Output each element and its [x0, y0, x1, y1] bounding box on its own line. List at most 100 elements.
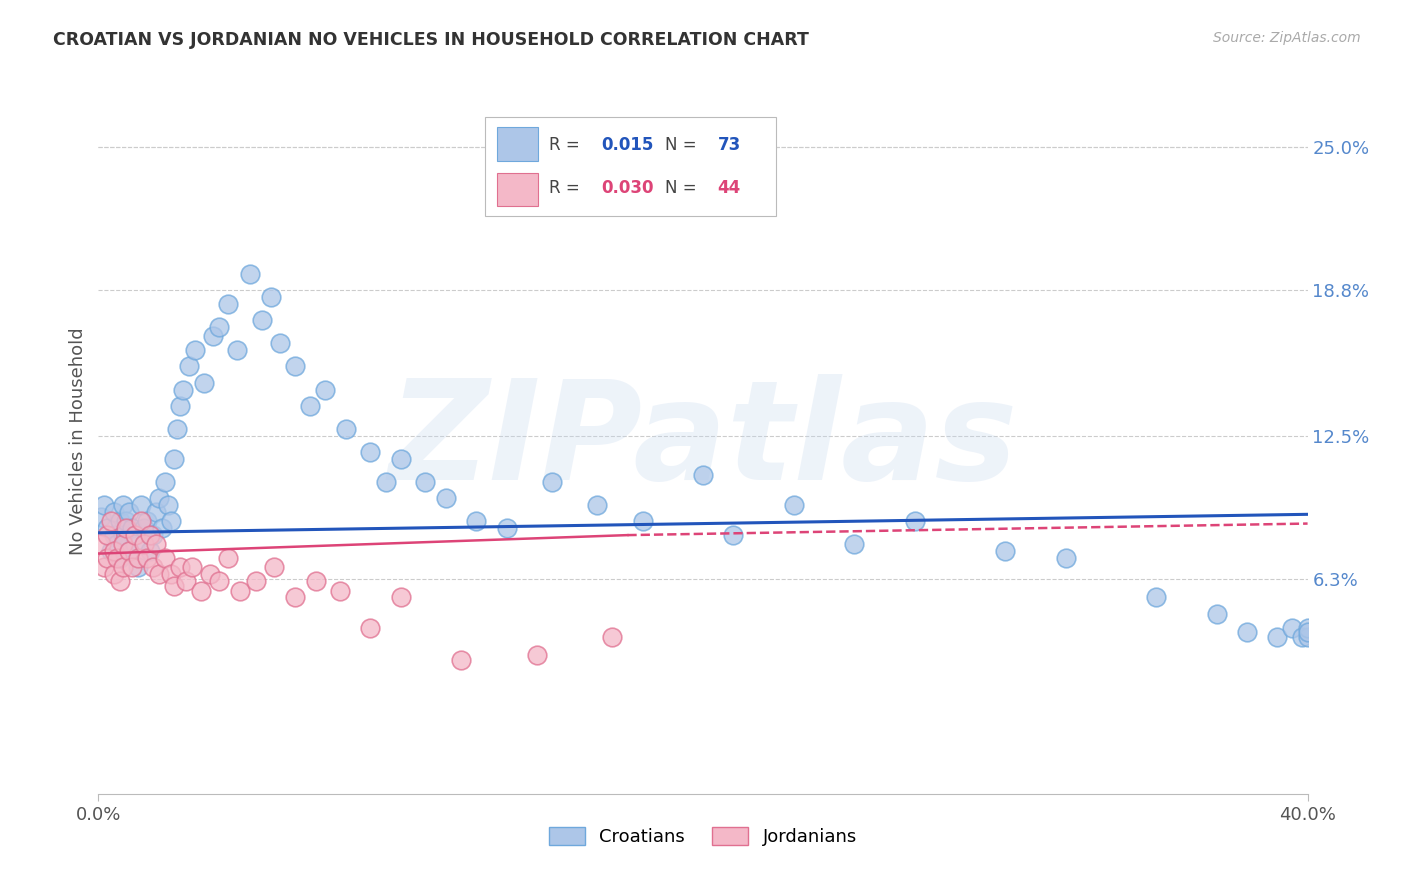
Point — [263, 560, 285, 574]
Point — [100, 514, 122, 528]
Point — [93, 498, 115, 512]
Text: Source: ZipAtlas.com: Source: ZipAtlas.com — [1213, 31, 1361, 45]
Point — [994, 544, 1017, 558]
Point — [335, 422, 357, 436]
Point — [118, 505, 141, 519]
Point — [299, 399, 322, 413]
Point — [1206, 607, 1229, 621]
Point — [631, 514, 654, 528]
Point — [111, 560, 134, 574]
Point — [121, 521, 143, 535]
Point — [389, 451, 412, 466]
Point — [90, 509, 112, 524]
Point — [217, 551, 239, 566]
Point — [245, 574, 267, 589]
Point — [139, 544, 162, 558]
Point — [108, 551, 131, 566]
Point — [105, 551, 128, 566]
Point — [1291, 630, 1313, 644]
Point — [229, 583, 252, 598]
Point — [190, 583, 212, 598]
Point — [156, 498, 179, 512]
Point — [163, 579, 186, 593]
Point — [181, 560, 204, 574]
Point — [269, 336, 291, 351]
Point — [118, 544, 141, 558]
Point — [108, 514, 131, 528]
Point — [217, 297, 239, 311]
Point — [305, 574, 328, 589]
Point — [148, 491, 170, 505]
Point — [96, 551, 118, 566]
Point — [111, 537, 134, 551]
Point — [103, 567, 125, 582]
Point — [844, 537, 866, 551]
Point — [153, 551, 176, 566]
Point — [226, 343, 249, 358]
Point — [127, 560, 149, 574]
Point — [450, 653, 472, 667]
Text: ZIPatlas: ZIPatlas — [388, 374, 1018, 509]
Point — [169, 560, 191, 574]
Point — [127, 551, 149, 566]
Point — [135, 551, 157, 566]
Point — [434, 491, 457, 505]
Point — [200, 567, 222, 582]
Point — [142, 528, 165, 542]
Point — [148, 567, 170, 582]
Point — [111, 498, 134, 512]
Point — [103, 505, 125, 519]
Point — [1144, 591, 1167, 605]
Point — [360, 445, 382, 459]
Point — [160, 567, 183, 582]
Point — [135, 514, 157, 528]
Point — [602, 630, 624, 644]
Y-axis label: No Vehicles in Household: No Vehicles in Household — [69, 327, 87, 556]
Point — [114, 514, 136, 528]
Point — [1281, 621, 1303, 635]
Point — [121, 560, 143, 574]
Point — [1296, 630, 1319, 644]
Point — [108, 574, 131, 589]
Point — [1296, 621, 1319, 635]
Point — [103, 544, 125, 558]
Point — [100, 544, 122, 558]
Point — [163, 451, 186, 466]
Point — [540, 475, 562, 489]
Point — [360, 621, 382, 635]
Point — [103, 528, 125, 542]
Point — [105, 537, 128, 551]
Point — [1267, 630, 1289, 644]
Point — [202, 329, 225, 343]
Point — [586, 498, 609, 512]
Point — [374, 475, 396, 489]
Point — [153, 475, 176, 489]
Point — [111, 528, 134, 542]
Point — [284, 591, 307, 605]
Point — [284, 359, 307, 374]
Point — [145, 505, 167, 519]
Point — [114, 521, 136, 535]
Point — [184, 343, 207, 358]
Point — [124, 537, 146, 551]
Point — [96, 528, 118, 542]
Point — [260, 290, 283, 304]
Point — [1236, 625, 1258, 640]
Point — [129, 498, 152, 512]
Point — [723, 528, 745, 542]
Point — [465, 514, 488, 528]
Point — [172, 383, 194, 397]
Point — [160, 514, 183, 528]
Point — [145, 537, 167, 551]
Point — [208, 574, 231, 589]
Point — [314, 383, 336, 397]
Point — [139, 528, 162, 542]
Point — [96, 521, 118, 535]
Point — [208, 320, 231, 334]
Point — [90, 537, 112, 551]
Point — [495, 521, 517, 535]
Point — [904, 514, 927, 528]
Point — [1054, 551, 1077, 566]
Point — [692, 468, 714, 483]
Text: CROATIAN VS JORDANIAN NO VEHICLES IN HOUSEHOLD CORRELATION CHART: CROATIAN VS JORDANIAN NO VEHICLES IN HOU… — [53, 31, 810, 49]
